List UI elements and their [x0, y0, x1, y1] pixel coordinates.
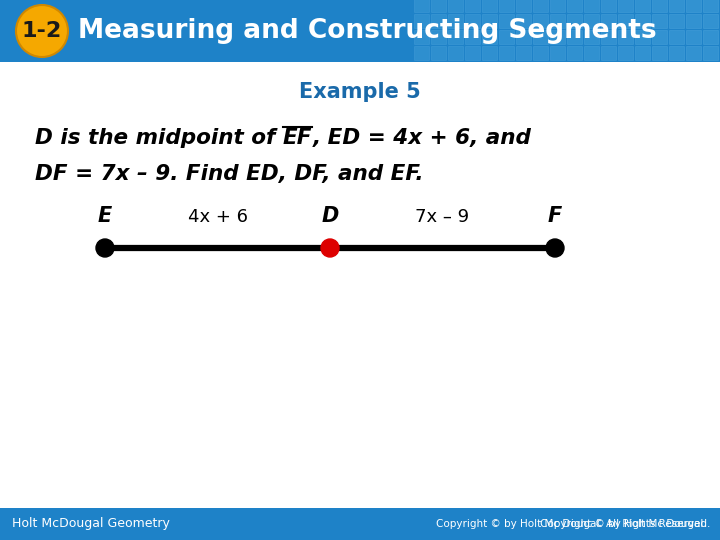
Bar	[567, 14, 582, 28]
Bar	[516, 46, 531, 60]
Bar	[686, 14, 701, 28]
Bar	[465, 0, 480, 12]
Text: Example 5: Example 5	[299, 82, 421, 102]
Bar	[431, 46, 446, 60]
Bar	[448, 46, 463, 60]
Bar	[652, 30, 667, 44]
Text: D: D	[321, 206, 338, 226]
Bar	[686, 0, 701, 12]
Bar	[669, 0, 684, 12]
Bar	[465, 14, 480, 28]
Bar	[533, 0, 548, 12]
Text: F: F	[548, 206, 562, 226]
Text: , ED = 4x + 6, and: , ED = 4x + 6, and	[312, 128, 531, 148]
Bar	[550, 14, 565, 28]
Bar	[431, 30, 446, 44]
Bar	[669, 30, 684, 44]
Bar	[652, 46, 667, 60]
Bar	[601, 30, 616, 44]
Bar	[482, 0, 497, 12]
Bar	[448, 0, 463, 12]
Bar	[584, 0, 599, 12]
Bar	[448, 30, 463, 44]
Bar	[703, 46, 718, 60]
Bar	[431, 0, 446, 12]
Bar	[618, 0, 633, 12]
Bar	[584, 14, 599, 28]
Text: D is the midpoint of: D is the midpoint of	[35, 128, 283, 148]
Bar	[635, 30, 650, 44]
Bar	[686, 30, 701, 44]
Bar	[533, 14, 548, 28]
Bar	[533, 46, 548, 60]
Bar	[414, 0, 429, 12]
Bar	[669, 46, 684, 60]
Bar	[533, 30, 548, 44]
Bar	[567, 46, 582, 60]
Bar	[584, 46, 599, 60]
Bar	[550, 46, 565, 60]
Text: 7x – 9: 7x – 9	[415, 208, 469, 226]
Text: Measuring and Constructing Segments: Measuring and Constructing Segments	[78, 18, 657, 44]
Circle shape	[546, 239, 564, 257]
Bar	[414, 46, 429, 60]
Bar	[703, 0, 718, 12]
Bar	[567, 0, 582, 12]
Bar	[584, 30, 599, 44]
Bar	[499, 14, 514, 28]
Bar	[431, 14, 446, 28]
Bar	[482, 30, 497, 44]
Bar	[550, 0, 565, 12]
Bar	[652, 14, 667, 28]
Bar	[414, 30, 429, 44]
Text: E: E	[98, 206, 112, 226]
Bar	[448, 14, 463, 28]
Circle shape	[96, 239, 114, 257]
Text: 4x + 6: 4x + 6	[187, 208, 248, 226]
Bar	[550, 30, 565, 44]
Bar	[499, 30, 514, 44]
Bar	[601, 46, 616, 60]
Bar	[499, 0, 514, 12]
Bar	[635, 46, 650, 60]
Bar	[618, 46, 633, 60]
Bar	[669, 14, 684, 28]
Bar	[516, 0, 531, 12]
Circle shape	[321, 239, 339, 257]
Bar	[635, 14, 650, 28]
Bar	[516, 14, 531, 28]
Circle shape	[16, 5, 68, 57]
Bar	[414, 14, 429, 28]
Bar	[465, 46, 480, 60]
Bar	[0, 0, 720, 62]
Text: DF = 7x – 9. Find ED, DF, and EF.: DF = 7x – 9. Find ED, DF, and EF.	[35, 164, 423, 184]
Bar	[567, 30, 582, 44]
Text: Copyright © by Holt Mc Dougal. All Rights Reserved.: Copyright © by Holt Mc Dougal. All Right…	[436, 519, 710, 529]
Bar	[601, 14, 616, 28]
Bar	[618, 14, 633, 28]
Bar	[465, 30, 480, 44]
Bar	[499, 46, 514, 60]
Bar	[703, 30, 718, 44]
Bar	[601, 0, 616, 12]
Bar	[635, 0, 650, 12]
Bar	[618, 30, 633, 44]
Bar	[703, 14, 718, 28]
Bar	[686, 46, 701, 60]
Text: Holt McDougal Geometry: Holt McDougal Geometry	[12, 517, 170, 530]
Bar	[516, 30, 531, 44]
Bar	[652, 0, 667, 12]
Text: EF: EF	[283, 128, 312, 148]
Bar	[0, 508, 720, 540]
Bar	[482, 46, 497, 60]
Bar	[482, 14, 497, 28]
Text: 1-2: 1-2	[22, 21, 62, 41]
Text: Copyright © by Holt Mc Dougal.: Copyright © by Holt Mc Dougal.	[540, 519, 710, 529]
